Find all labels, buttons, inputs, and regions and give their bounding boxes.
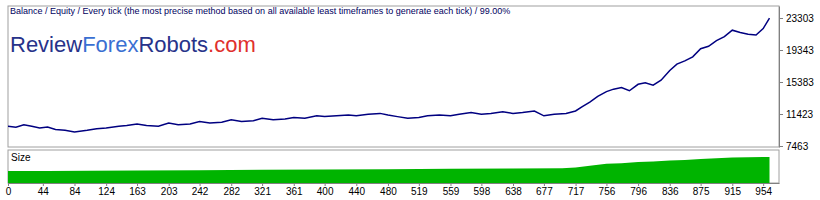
tick: 15383 [779,77,814,88]
tick: 796 [630,183,647,197]
tick: 519 [411,183,428,197]
tick: 559 [443,183,460,197]
tick: 638 [505,183,522,197]
tick-label: 480 [380,186,397,197]
tick-label: 519 [411,186,428,197]
tick-label: 321 [254,186,271,197]
tick-label: 796 [630,186,647,197]
tick-label: 400 [317,186,334,197]
tick-label: 559 [443,186,460,197]
tick-label: 23303 [786,13,814,24]
tick: 7463 [779,141,809,152]
tick-mark [779,50,783,51]
plot-area [8,157,770,183]
tick: 84 [69,183,81,197]
tick: 124 [98,183,115,197]
plot-area [8,18,770,132]
tick-label: 0 [6,186,12,197]
tick: 44 [38,183,50,197]
plot-frame [8,150,779,183]
tick-label: 11423 [786,109,814,120]
tick-label: 242 [192,186,209,197]
tick: 480 [380,183,397,197]
tick: 11423 [779,109,814,120]
tick: 756 [599,183,616,197]
tick-label: 163 [129,186,146,197]
watermark-part: Forex [82,32,138,57]
tick-label: 124 [98,186,115,197]
x-axis: 0 44 84 124 163 203 242 282 321 361 400 440 480 519 55… [6,183,780,197]
balance-line [8,18,770,132]
tick-label: 915 [724,186,741,197]
tick-label: 677 [536,186,553,197]
tick: 282 [223,183,240,197]
tick-label: 361 [286,186,303,197]
axis-line [9,183,780,184]
axis-line [779,7,780,148]
tick: 440 [348,183,365,197]
tick-label: 44 [38,186,50,197]
tick-label: 954 [755,186,772,197]
plot-frame [8,6,779,147]
tick: 875 [693,183,710,197]
watermark-part: Review [10,32,82,57]
watermark-part: Robots [138,32,208,57]
tick-mark [779,114,783,115]
tick: 954 [755,183,772,197]
watermark: ReviewForexRobots.com [10,32,256,57]
tick: 915 [724,183,741,197]
tick: 203 [161,183,178,197]
tick-label: 598 [474,186,491,197]
tick: 23303 [779,13,814,24]
size-area [8,157,770,183]
tick-mark [779,18,783,19]
tick-label: 440 [348,186,365,197]
tick: 163 [129,183,146,197]
tick-label: 203 [161,186,178,197]
tick: 19343 [779,45,814,56]
tick: 598 [474,183,491,197]
tick-label: 717 [568,186,585,197]
tick-label: 15383 [786,77,814,88]
tick-label: 875 [693,186,710,197]
tick-mark [779,82,783,83]
tick: 242 [192,183,209,197]
tick: 400 [317,183,334,197]
tick-label: 19343 [786,45,814,56]
tick-label: 638 [505,186,522,197]
tick: 836 [662,183,679,197]
tick: 321 [254,183,271,197]
tick: 361 [286,183,303,197]
tick: 677 [536,183,553,197]
tick-label: 282 [223,186,240,197]
tick-mark [779,146,783,147]
tick-label: 7463 [786,141,809,152]
tick: 0 [6,183,12,197]
tick-label: 756 [599,186,616,197]
y-axis: 7463 11423 15383 19343 23303 [779,7,814,152]
tick-label: 836 [662,186,679,197]
panel-title: Size [11,152,31,163]
tick: 717 [568,183,585,197]
watermark-part: .com [208,32,256,57]
tick-label: 84 [69,186,81,197]
chart-root: 7463 11423 15383 19343 23303 Balance / Equity… [0,0,820,200]
chart-title: Balance / Equity / Every tick (the most … [10,6,510,16]
